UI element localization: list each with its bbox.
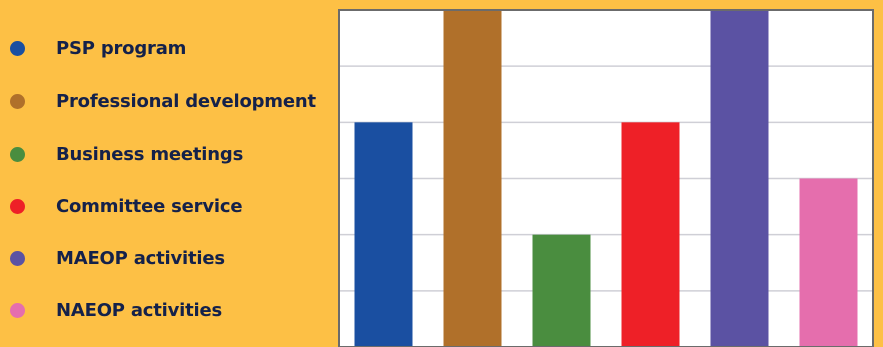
bars — [354, 10, 858, 347]
legend-swatch-psp-program — [10, 40, 25, 56]
legend-item-committee-service: Committee service — [10, 191, 243, 221]
bar-committee-service — [621, 122, 680, 347]
legend-label-business-meetings: Business meetings — [56, 143, 244, 165]
legend-label-committee-service: Committee service — [56, 195, 243, 217]
legend-item-maeop-activities: MAEOP activities — [10, 243, 225, 273]
legend-label-psp-program: PSP program — [56, 37, 187, 59]
chart-legend: PSP program Professional development Bus… — [0, 0, 336, 347]
legend-label-professional-development: Professional development — [56, 90, 316, 112]
legend-item-professional-development: Professional development — [10, 86, 316, 116]
legend-swatch-professional-development — [10, 93, 25, 109]
legend-swatch-maeop-activities — [10, 250, 25, 266]
legend-swatch-naeop-activities — [10, 302, 25, 318]
bar-professional-development — [443, 10, 502, 347]
legend-item-naeop-activities: NAEOP activities — [10, 295, 222, 325]
legend-label-naeop-activities: NAEOP activities — [56, 299, 223, 321]
plot-border — [338, 9, 874, 347]
legend-swatch-business-meetings — [10, 146, 25, 162]
legend-label-maeop-activities: MAEOP activities — [56, 247, 225, 269]
bar-maeop-activities — [710, 10, 769, 347]
legend-item-psp-program: PSP program — [10, 33, 186, 63]
legend-item-business-meetings: Business meetings — [10, 139, 243, 169]
gridlines — [339, 65, 873, 292]
bar-naeop-activities — [799, 178, 858, 347]
legend-swatch-committee-service — [10, 198, 25, 214]
bar-psp-program — [354, 122, 413, 347]
bar-business-meetings — [532, 234, 591, 347]
